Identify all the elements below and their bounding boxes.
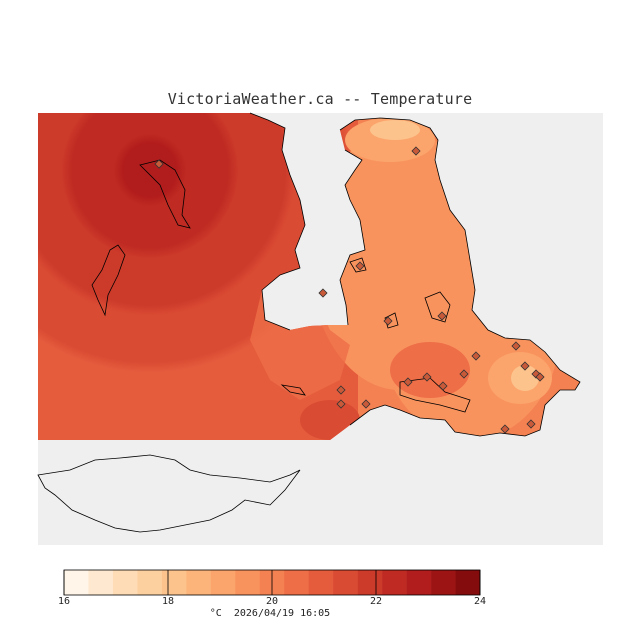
colorbar-segment [112,570,138,595]
station-marker [403,377,413,387]
colorbar-segment [88,570,114,595]
colorbar-segment [235,570,261,595]
station-marker [511,341,521,351]
station-marker [422,372,432,382]
map-title: VictoriaWeather.ca -- Temperature [167,90,473,108]
station-marker [500,424,510,434]
colorbar-segment [210,570,236,595]
colorbar-segment [382,570,407,595]
colorbar [63,569,481,596]
station-marker [383,316,393,326]
station-marker [154,159,164,169]
colorbar-segment [161,570,187,595]
colorbar-segment [308,570,334,595]
station-marker [411,146,421,156]
station-marker [336,385,346,395]
station-markers [154,146,545,434]
footer: °C 2026/04/19 16:05 [0,608,540,619]
unit-label: °C [209,608,222,619]
station-marker [336,399,346,409]
station-marker [361,399,371,409]
coastlines [37,112,581,533]
colorbar-segment [357,570,383,595]
colorbar-segment [64,570,89,595]
colorbar-segment [186,570,212,595]
timestamp: 2026/04/19 16:05 [233,608,331,619]
station-marker [535,372,545,382]
colorbar-segment [333,570,358,595]
colorbar-segment [406,570,432,595]
station-marker [471,351,481,361]
station-marker [520,361,530,371]
station-marker [437,311,447,321]
station-marker [459,369,469,379]
station-marker [526,419,536,429]
station-marker [318,288,328,298]
colorbar-segment [455,570,481,595]
station-marker [355,261,365,271]
colorbar-segment [137,570,163,595]
station-marker [438,381,448,391]
colorbar-segment [284,570,310,595]
colorbar-segment [431,570,456,595]
